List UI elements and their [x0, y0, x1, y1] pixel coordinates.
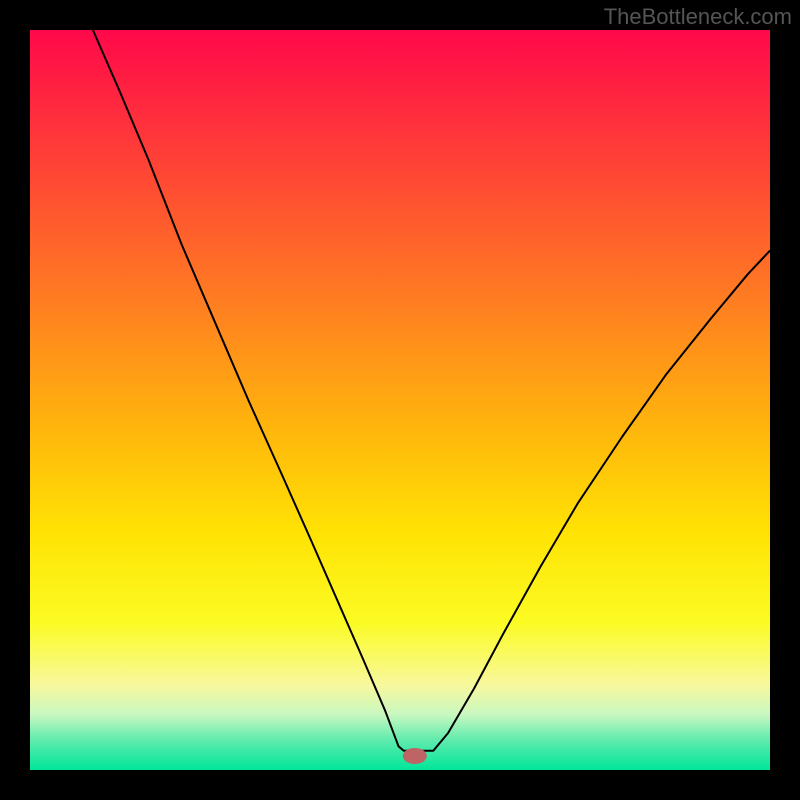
chart-container: TheBottleneck.com — [0, 0, 800, 800]
optimal-point-marker — [403, 748, 427, 764]
watermark-text: TheBottleneck.com — [604, 4, 792, 30]
plot-area — [30, 30, 770, 770]
plot-svg — [30, 30, 770, 770]
